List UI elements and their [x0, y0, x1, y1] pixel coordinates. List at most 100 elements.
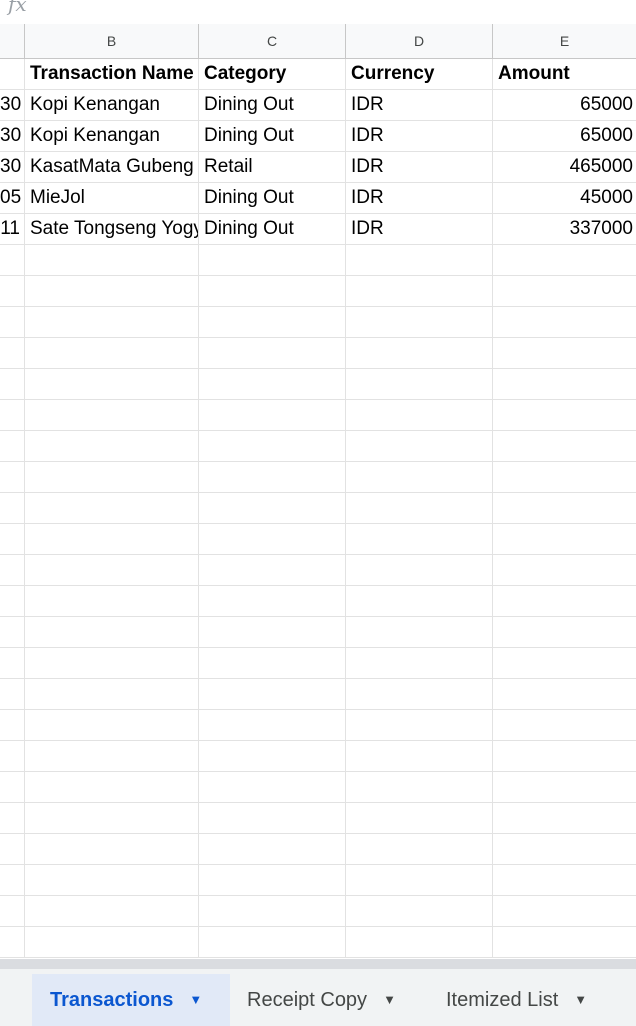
empty-cell[interactable] — [0, 493, 25, 523]
header-amount[interactable]: Amount — [498, 63, 570, 84]
empty-cell[interactable] — [0, 865, 25, 895]
empty-cell[interactable] — [0, 369, 25, 399]
empty-cell[interactable] — [346, 772, 493, 802]
empty-cell[interactable] — [493, 896, 636, 926]
empty-cell[interactable] — [25, 927, 199, 957]
date-cell[interactable]: 05 — [0, 183, 25, 213]
empty-cell[interactable] — [346, 710, 493, 740]
empty-cell[interactable] — [346, 834, 493, 864]
empty-cell[interactable] — [199, 431, 346, 461]
empty-cell[interactable] — [199, 586, 346, 616]
empty-cell[interactable] — [493, 772, 636, 802]
empty-cell[interactable] — [25, 462, 199, 492]
header-currency[interactable]: Currency — [346, 59, 493, 89]
empty-cell[interactable] — [0, 679, 25, 709]
transaction-name-cell[interactable]: Sate Tongseng Yogya — [25, 214, 199, 244]
empty-cell[interactable] — [493, 617, 636, 647]
empty-cell[interactable] — [346, 803, 493, 833]
empty-cell[interactable] — [199, 307, 346, 337]
empty-cell[interactable] — [346, 338, 493, 368]
empty-cell[interactable] — [0, 586, 25, 616]
currency-cell[interactable]: IDR — [346, 214, 493, 244]
amount-cell[interactable]: 465000 — [569, 156, 633, 177]
transaction-name-cell[interactable]: Kopi Kenangan — [25, 90, 199, 120]
column-header-b[interactable]: B — [25, 24, 199, 58]
column-header-d[interactable]: D — [346, 24, 493, 58]
empty-cell[interactable] — [25, 369, 199, 399]
empty-cell[interactable] — [199, 865, 346, 895]
currency-cell[interactable]: IDR — [346, 183, 493, 213]
currency-cell[interactable]: IDR — [346, 152, 493, 182]
caret-down-icon[interactable]: ▼ — [189, 992, 203, 1007]
amount-cell[interactable]: 65000 — [580, 94, 633, 115]
empty-cell[interactable] — [199, 524, 346, 554]
empty-cell[interactable] — [346, 462, 493, 492]
date-cell[interactable]: 11 — [0, 214, 25, 244]
empty-cell[interactable] — [25, 896, 199, 926]
column-header-c[interactable]: C — [199, 24, 346, 58]
empty-cell[interactable] — [0, 524, 25, 554]
empty-cell[interactable] — [25, 493, 199, 523]
empty-cell[interactable] — [346, 276, 493, 306]
empty-cell[interactable] — [0, 245, 25, 275]
empty-cell[interactable] — [346, 369, 493, 399]
tab-itemized-list[interactable]: Itemized List ▼ — [428, 974, 636, 1026]
empty-cell[interactable] — [25, 400, 199, 430]
empty-cell[interactable] — [199, 803, 346, 833]
empty-cell[interactable] — [0, 338, 25, 368]
transaction-name-cell[interactable]: KasatMata Gubeng — [25, 152, 199, 182]
header-category[interactable]: Category — [199, 59, 346, 89]
empty-cell[interactable] — [346, 927, 493, 957]
empty-cell[interactable] — [199, 493, 346, 523]
category-cell[interactable]: Dining Out — [199, 90, 346, 120]
empty-cell[interactable] — [346, 245, 493, 275]
empty-cell[interactable] — [493, 276, 636, 306]
column-header-a[interactable] — [0, 24, 25, 58]
empty-cell[interactable] — [493, 524, 636, 554]
empty-cell[interactable] — [199, 772, 346, 802]
empty-cell[interactable] — [199, 679, 346, 709]
empty-cell[interactable] — [199, 927, 346, 957]
empty-cell[interactable] — [0, 927, 25, 957]
caret-down-icon[interactable]: ▼ — [574, 992, 588, 1007]
empty-cell[interactable] — [0, 431, 25, 461]
empty-cell[interactable] — [346, 617, 493, 647]
empty-cell[interactable] — [25, 524, 199, 554]
transaction-name-cell[interactable]: Kopi Kenangan — [25, 121, 199, 151]
caret-down-icon[interactable]: ▼ — [383, 992, 396, 1007]
category-cell[interactable]: Retail — [199, 152, 346, 182]
empty-cell[interactable] — [493, 803, 636, 833]
empty-cell[interactable] — [0, 276, 25, 306]
empty-cell[interactable] — [25, 834, 199, 864]
empty-cell[interactable] — [493, 710, 636, 740]
empty-cell[interactable] — [493, 338, 636, 368]
empty-cell[interactable] — [346, 741, 493, 771]
horizontal-scrollbar[interactable] — [0, 959, 636, 969]
empty-cell[interactable] — [199, 400, 346, 430]
empty-cell[interactable] — [25, 276, 199, 306]
empty-cell[interactable] — [199, 741, 346, 771]
empty-cell[interactable] — [25, 741, 199, 771]
column-header-e[interactable]: E — [559, 33, 570, 49]
empty-cell[interactable] — [493, 586, 636, 616]
amount-cell[interactable]: 337000 — [569, 218, 633, 239]
empty-cell[interactable] — [25, 555, 199, 585]
empty-cell[interactable] — [25, 338, 199, 368]
empty-cell[interactable] — [0, 834, 25, 864]
category-cell[interactable]: Dining Out — [199, 214, 346, 244]
empty-cell[interactable] — [493, 307, 636, 337]
category-cell[interactable]: Dining Out — [199, 121, 346, 151]
empty-cell[interactable] — [346, 679, 493, 709]
empty-cell[interactable] — [346, 524, 493, 554]
empty-cell[interactable] — [199, 369, 346, 399]
empty-cell[interactable] — [25, 679, 199, 709]
empty-cell[interactable] — [0, 772, 25, 802]
empty-cell[interactable] — [493, 648, 636, 678]
empty-cell[interactable] — [25, 617, 199, 647]
empty-cell[interactable] — [199, 834, 346, 864]
empty-cell[interactable] — [199, 648, 346, 678]
date-cell[interactable]: 30 — [0, 152, 25, 182]
empty-cell[interactable] — [493, 431, 636, 461]
empty-cell[interactable] — [346, 431, 493, 461]
empty-cell[interactable] — [0, 648, 25, 678]
